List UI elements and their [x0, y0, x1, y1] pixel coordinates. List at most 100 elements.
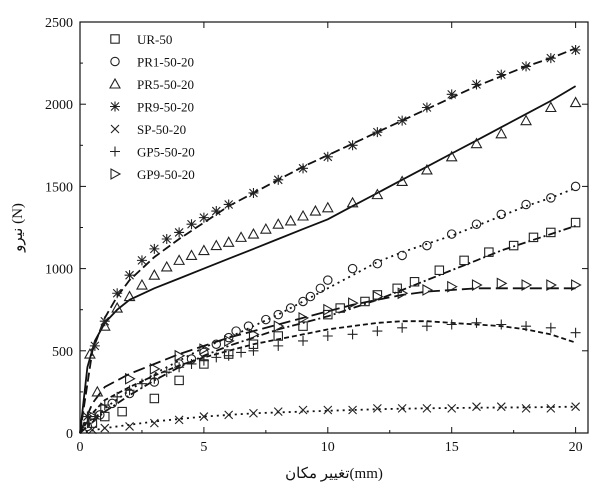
legend-item-sp-50-20: SP-50-20: [110, 122, 186, 137]
legend-item-gp5-50-20: GP5-50-20: [110, 145, 195, 160]
data-point: [447, 403, 457, 413]
x-tick-label: 0: [77, 440, 84, 455]
data-point: [570, 44, 581, 55]
data-point: [136, 255, 147, 266]
data-point: [99, 316, 110, 327]
data-point: [495, 127, 508, 139]
legend-item-ur-50: UR-50: [110, 32, 172, 47]
data-point: [322, 331, 333, 342]
data-point: [199, 412, 209, 421]
legend-marker: [110, 146, 120, 157]
data-point: [185, 249, 198, 260]
x-tick-label: 15: [445, 440, 459, 455]
data-point: [496, 402, 506, 412]
legend-item-gp9-50-20: GP9-50-20: [110, 167, 195, 182]
series-gp5-50-20: [82, 317, 581, 429]
data-point: [125, 422, 134, 431]
data-point: [472, 402, 481, 412]
data-point: [273, 340, 284, 351]
data-point: [117, 406, 127, 417]
data-point: [82, 411, 93, 422]
data-point: [91, 385, 104, 397]
data-point: [95, 410, 105, 420]
data-point: [546, 193, 556, 203]
data-point: [496, 209, 507, 220]
data-point: [372, 326, 383, 337]
data-point: [397, 403, 407, 413]
data-point: [323, 275, 333, 285]
data-point: [174, 415, 184, 425]
data-point: [346, 196, 359, 208]
data-point: [112, 391, 123, 402]
data-point: [198, 212, 209, 223]
fit-line-gp9-50-20: [79, 287, 576, 434]
data-point: [148, 269, 161, 280]
data-point: [249, 408, 258, 418]
data-point: [305, 291, 316, 302]
legend-label: GP5-50-20: [137, 145, 195, 160]
data-point: [546, 279, 557, 291]
data-point: [372, 127, 383, 138]
data-point: [409, 277, 420, 287]
legend-marker: [110, 168, 122, 180]
data-point: [421, 102, 432, 113]
data-point: [136, 378, 147, 389]
data-point: [570, 327, 581, 338]
data-point: [471, 219, 482, 229]
x-tick-label: 20: [569, 440, 583, 455]
data-point: [174, 362, 185, 373]
data-point: [88, 425, 97, 435]
data-point: [528, 232, 539, 243]
data-point: [100, 402, 111, 415]
data-point: [392, 283, 402, 294]
data-point: [261, 314, 271, 325]
data-point: [298, 163, 309, 174]
data-point: [149, 373, 160, 384]
data-point: [136, 278, 148, 290]
data-point: [298, 335, 309, 346]
data-point: [571, 402, 580, 412]
data-point: [298, 321, 308, 331]
axes: 0 5 10 15 20 0 500 1000 1500 2000 2500: [45, 16, 589, 455]
series-gp9-50-20: [87, 277, 582, 423]
x-axis-title: تغییر مکان(mm): [285, 466, 383, 482]
data-point: [571, 279, 582, 291]
y-tick-label: 1500: [45, 180, 73, 195]
data-point: [570, 217, 581, 228]
y-tick-label: 2500: [45, 16, 73, 31]
data-point: [445, 150, 458, 162]
data-point: [83, 347, 96, 359]
data-point: [223, 199, 234, 210]
data-point: [371, 188, 384, 200]
data-point: [210, 239, 223, 251]
data-point: [372, 403, 382, 413]
data-point: [508, 240, 519, 251]
legend-marker: [110, 56, 120, 67]
data-point: [434, 265, 445, 275]
legend-marker: [110, 34, 120, 44]
data-point: [112, 288, 123, 299]
legend-item-pr9-50-20: PR9-50-20: [110, 100, 194, 115]
data-point: [347, 140, 358, 151]
x-tick-label: 5: [200, 440, 207, 455]
data-point: [174, 349, 186, 362]
data-point: [496, 69, 507, 80]
data-point: [284, 214, 297, 226]
markers: [82, 44, 582, 435]
series-sp-50-20: [88, 402, 580, 435]
data-point: [372, 258, 383, 269]
data-point: [322, 151, 333, 162]
series-pr1-50-20: [82, 181, 581, 432]
data-point: [315, 283, 326, 294]
data-point: [89, 340, 100, 351]
data-point: [236, 347, 247, 358]
data-point: [521, 199, 531, 210]
data-point: [447, 280, 458, 293]
data-point: [149, 243, 160, 254]
data-point: [397, 287, 409, 300]
data-point: [272, 218, 285, 229]
data-point: [125, 372, 136, 385]
legend-item-pr1-50-20: PR1-50-20: [110, 55, 194, 70]
data-point: [545, 53, 556, 64]
